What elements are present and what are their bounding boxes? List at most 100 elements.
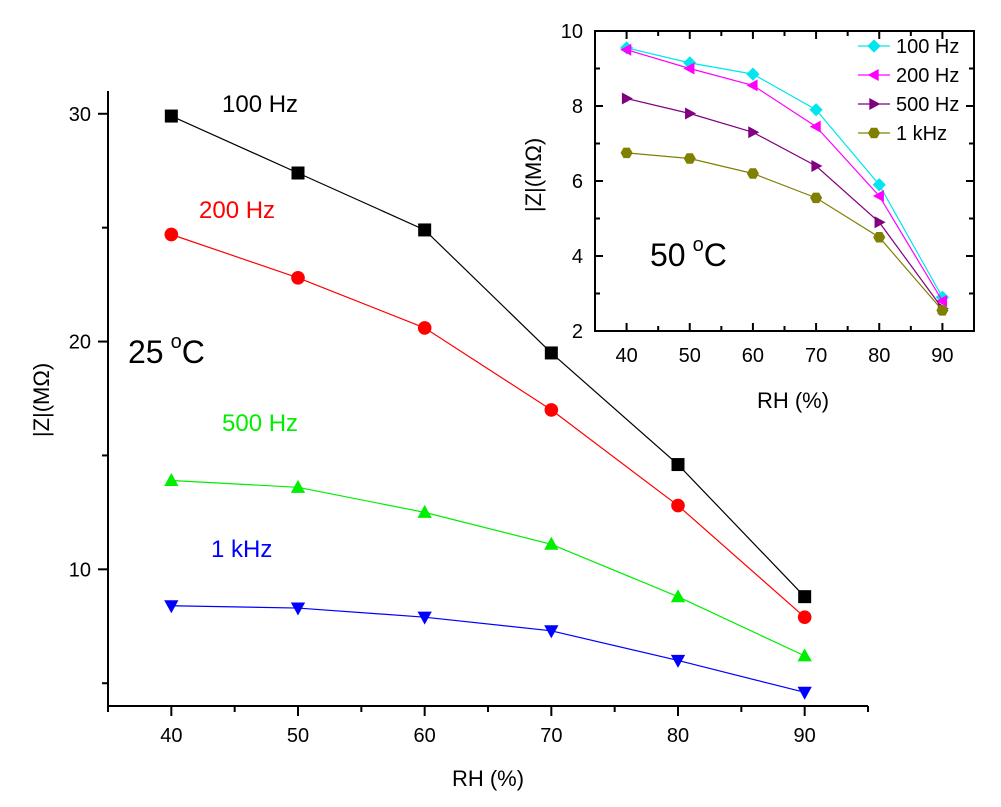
inset-data-point xyxy=(683,56,697,70)
inset-x-tick-label: 60 xyxy=(742,345,764,367)
inset-data-point xyxy=(872,178,886,192)
inset-data-point xyxy=(809,120,821,133)
inset-data-point xyxy=(872,189,884,203)
inset-y-axis-title: |Z|(MΩ) xyxy=(521,138,546,212)
main-data-point xyxy=(291,270,305,285)
main-data-point xyxy=(544,346,558,360)
main-series-0: 100 Hz xyxy=(164,91,812,604)
main-series-line xyxy=(171,233,806,618)
inset-legend-swatch-marker xyxy=(867,68,879,82)
inset-legend-swatch-marker xyxy=(867,39,881,53)
inset-legend-item: 200 Hz xyxy=(858,65,959,87)
main-x-tick-label: 80 xyxy=(667,725,689,747)
main-series-label: 200 Hz xyxy=(199,197,275,224)
inset-legend-item: 100 Hz xyxy=(858,36,959,58)
inset-series-0 xyxy=(619,41,950,304)
inset-y-tick-label: 8 xyxy=(572,96,583,118)
main-data-point xyxy=(544,625,559,639)
inset-series-line xyxy=(626,152,943,311)
main-data-point xyxy=(164,227,179,242)
inset-plot: 40 50 60 70 80 90 2 4 6 8 10 RH (%) |Z|(MΩ) 50 oC 100 H… xyxy=(521,21,975,413)
main-series-label: 500 Hz xyxy=(222,410,298,437)
inset-data-point xyxy=(620,43,632,56)
main-data-point xyxy=(671,458,685,472)
inset-series-3 xyxy=(620,147,949,316)
inset-data-point xyxy=(746,168,759,179)
main-series-1: 200 Hz xyxy=(164,197,812,624)
main-y-axis-title: |Z|(MΩ) xyxy=(29,363,54,437)
main-data-point xyxy=(164,109,178,123)
inset-x-tick-label: 80 xyxy=(868,345,890,367)
inset-y-tick-label: 10 xyxy=(561,21,583,43)
main-series-2: 500 Hz xyxy=(164,410,812,662)
inset-data-point xyxy=(873,232,886,243)
main-temperature-degree: o xyxy=(171,331,182,353)
main-data-point xyxy=(798,590,812,604)
main-data-point xyxy=(797,610,812,624)
inset-series-line xyxy=(626,49,943,302)
inset-temperature-unit: C xyxy=(704,237,727,273)
inset-data-point xyxy=(811,159,823,173)
inset-x-tick-label: 50 xyxy=(679,345,701,367)
inset-y-tick-label: 6 xyxy=(572,171,583,193)
main-data-point xyxy=(544,403,559,417)
main-series-line xyxy=(171,479,805,657)
main-x-tick-label: 70 xyxy=(540,725,562,747)
inset-temperature-value: 50 xyxy=(650,237,686,273)
main-data-point xyxy=(671,498,685,513)
main-data-point xyxy=(164,473,179,487)
inset-data-point xyxy=(936,305,949,316)
inset-series-line xyxy=(626,47,943,298)
inset-series-2 xyxy=(621,92,949,315)
inset-legend-item: 1 kHz xyxy=(858,123,947,145)
inset-legend-item: 500 Hz xyxy=(858,94,959,116)
main-data-point xyxy=(417,611,432,625)
inset-temperature-label: 50 oC xyxy=(650,234,727,273)
main-x-tick-label: 40 xyxy=(160,725,182,747)
main-series-3: 1 kHz xyxy=(164,536,812,700)
inset-x-axis-title: RH (%) xyxy=(757,388,829,413)
inset-data-point xyxy=(809,103,823,117)
main-temperature-label: 25 oC xyxy=(128,331,205,370)
main-x-tick-label: 50 xyxy=(287,725,309,747)
inset-legend-label: 200 Hz xyxy=(896,65,959,87)
main-x-tick-label: 90 xyxy=(794,725,816,747)
inset-y-tick-label: 2 xyxy=(572,321,583,343)
inset-data-point xyxy=(620,147,633,159)
main-y-tick-label: 30 xyxy=(69,104,91,126)
inset-series-line xyxy=(626,97,943,309)
main-plot: 40 50 60 70 80 90 10 20 30 RH (%) |Z|(MΩ) 25 oC 100 H… xyxy=(29,91,869,791)
main-data-point xyxy=(670,654,686,668)
inset-data-point xyxy=(746,79,758,92)
inset-legend-label: 100 Hz xyxy=(896,36,959,58)
inset-x-tick-label: 40 xyxy=(615,345,637,367)
inset-x-tick-label: 90 xyxy=(931,345,953,367)
inset-x-tick-label: 70 xyxy=(805,345,827,367)
main-data-point xyxy=(797,648,812,662)
inset-y-tick-label: 4 xyxy=(572,246,583,268)
main-y-tick-label: 20 xyxy=(69,332,91,354)
main-y-tick-label: 10 xyxy=(69,559,91,581)
main-data-point xyxy=(291,166,305,180)
main-data-point xyxy=(670,589,686,603)
inset-data-point xyxy=(810,192,823,204)
inset-data-point xyxy=(874,216,886,229)
main-data-point xyxy=(544,536,559,550)
main-data-point xyxy=(418,223,432,237)
inset-legend: 100 Hz 200 Hz 500 Hz 1 kHz xyxy=(858,36,959,145)
main-x-tick-label: 60 xyxy=(414,725,436,747)
main-data-point xyxy=(417,504,432,518)
inset-series-1 xyxy=(620,43,948,308)
inset-data-point xyxy=(683,62,695,75)
main-data-point xyxy=(797,686,812,700)
main-data-point xyxy=(290,602,306,616)
main-series-label: 100 Hz xyxy=(222,91,298,118)
inset-legend-label: 500 Hz xyxy=(896,94,959,116)
inset-data-point xyxy=(621,92,633,105)
inset-data-point xyxy=(748,126,760,139)
main-x-axis-title: RH (%) xyxy=(452,766,524,791)
main-series-line xyxy=(171,115,806,598)
inset-legend-label: 1 kHz xyxy=(896,123,947,145)
inset-legend-swatch-marker xyxy=(869,97,881,111)
